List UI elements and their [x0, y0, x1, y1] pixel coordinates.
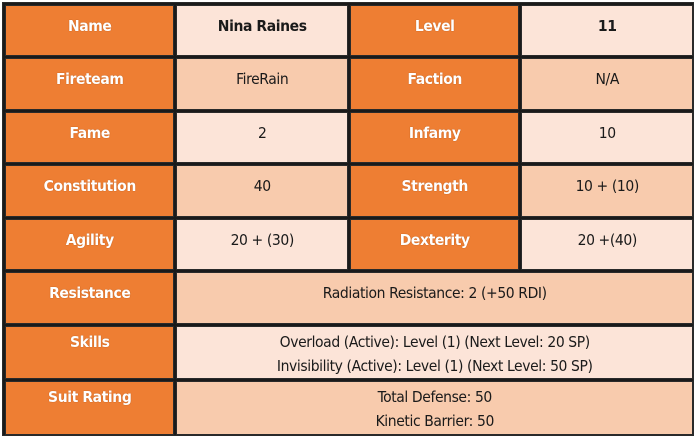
table-row: Name Nina Raines Level 11: [5, 5, 693, 57]
skill-overload: Overload (Active): Level (1) (Next Level…: [279, 332, 591, 351]
agility-value: 20 + (30): [176, 218, 348, 271]
level-label: Level: [349, 5, 520, 57]
fame-value: 2: [176, 111, 348, 164]
constitution-value: 40: [176, 165, 348, 217]
resistance-label: Resistance: [5, 272, 175, 324]
strength-label: Strength: [349, 165, 520, 217]
infamy-label: Infamy: [349, 111, 520, 164]
level-value: 11: [521, 5, 693, 57]
agility-label: Agility: [5, 218, 175, 271]
skill-invisibility: Invisibility (Active): Level (1) (Next L…: [276, 356, 593, 375]
fame-label: Fame: [5, 111, 175, 164]
strength-value: 10 + (10): [521, 165, 693, 217]
table-row: Resistance Radiation Resistance: 2 (+50 …: [5, 272, 693, 324]
name-value: Nina Raines: [176, 5, 348, 57]
constitution-label: Constitution: [5, 165, 175, 217]
skills-label: Skills: [5, 325, 175, 380]
name-label: Name: [5, 5, 175, 57]
dexterity-value: 20 +(40): [521, 218, 693, 271]
suit-rating-label: Suit Rating: [5, 381, 175, 435]
suit-rating-value: Total Defense: 50 Kinetic Barrier: 50: [176, 381, 693, 435]
faction-value: N/A: [521, 58, 693, 110]
fireteam-label: Fireteam: [5, 58, 175, 110]
table-row: Fame 2 Infamy 10: [5, 111, 693, 164]
dexterity-label: Dexterity: [349, 218, 520, 271]
fireteam-value: FireRain: [176, 58, 348, 110]
table-row: Constitution 40 Strength 10 + (10): [5, 165, 693, 217]
total-defense: Total Defense: 50: [377, 388, 493, 407]
infamy-value: 10: [521, 111, 693, 164]
table-row: Fireteam FireRain Faction N/A: [5, 58, 693, 110]
table-row: Suit Rating Total Defense: 50 Kinetic Ba…: [5, 381, 693, 435]
table-row: Skills Overload (Active): Level (1) (Nex…: [5, 325, 693, 380]
character-stats-table: Name Nina Raines Level 11 Fireteam FireR…: [3, 3, 695, 437]
table-row: Agility 20 + (30) Dexterity 20 +(40): [5, 218, 693, 271]
skills-value: Overload (Active): Level (1) (Next Level…: [176, 325, 693, 380]
resistance-value: Radiation Resistance: 2 (+50 RDI): [176, 272, 693, 324]
faction-label: Faction: [349, 58, 520, 110]
kinetic-barrier: Kinetic Barrier: 50: [375, 412, 495, 431]
